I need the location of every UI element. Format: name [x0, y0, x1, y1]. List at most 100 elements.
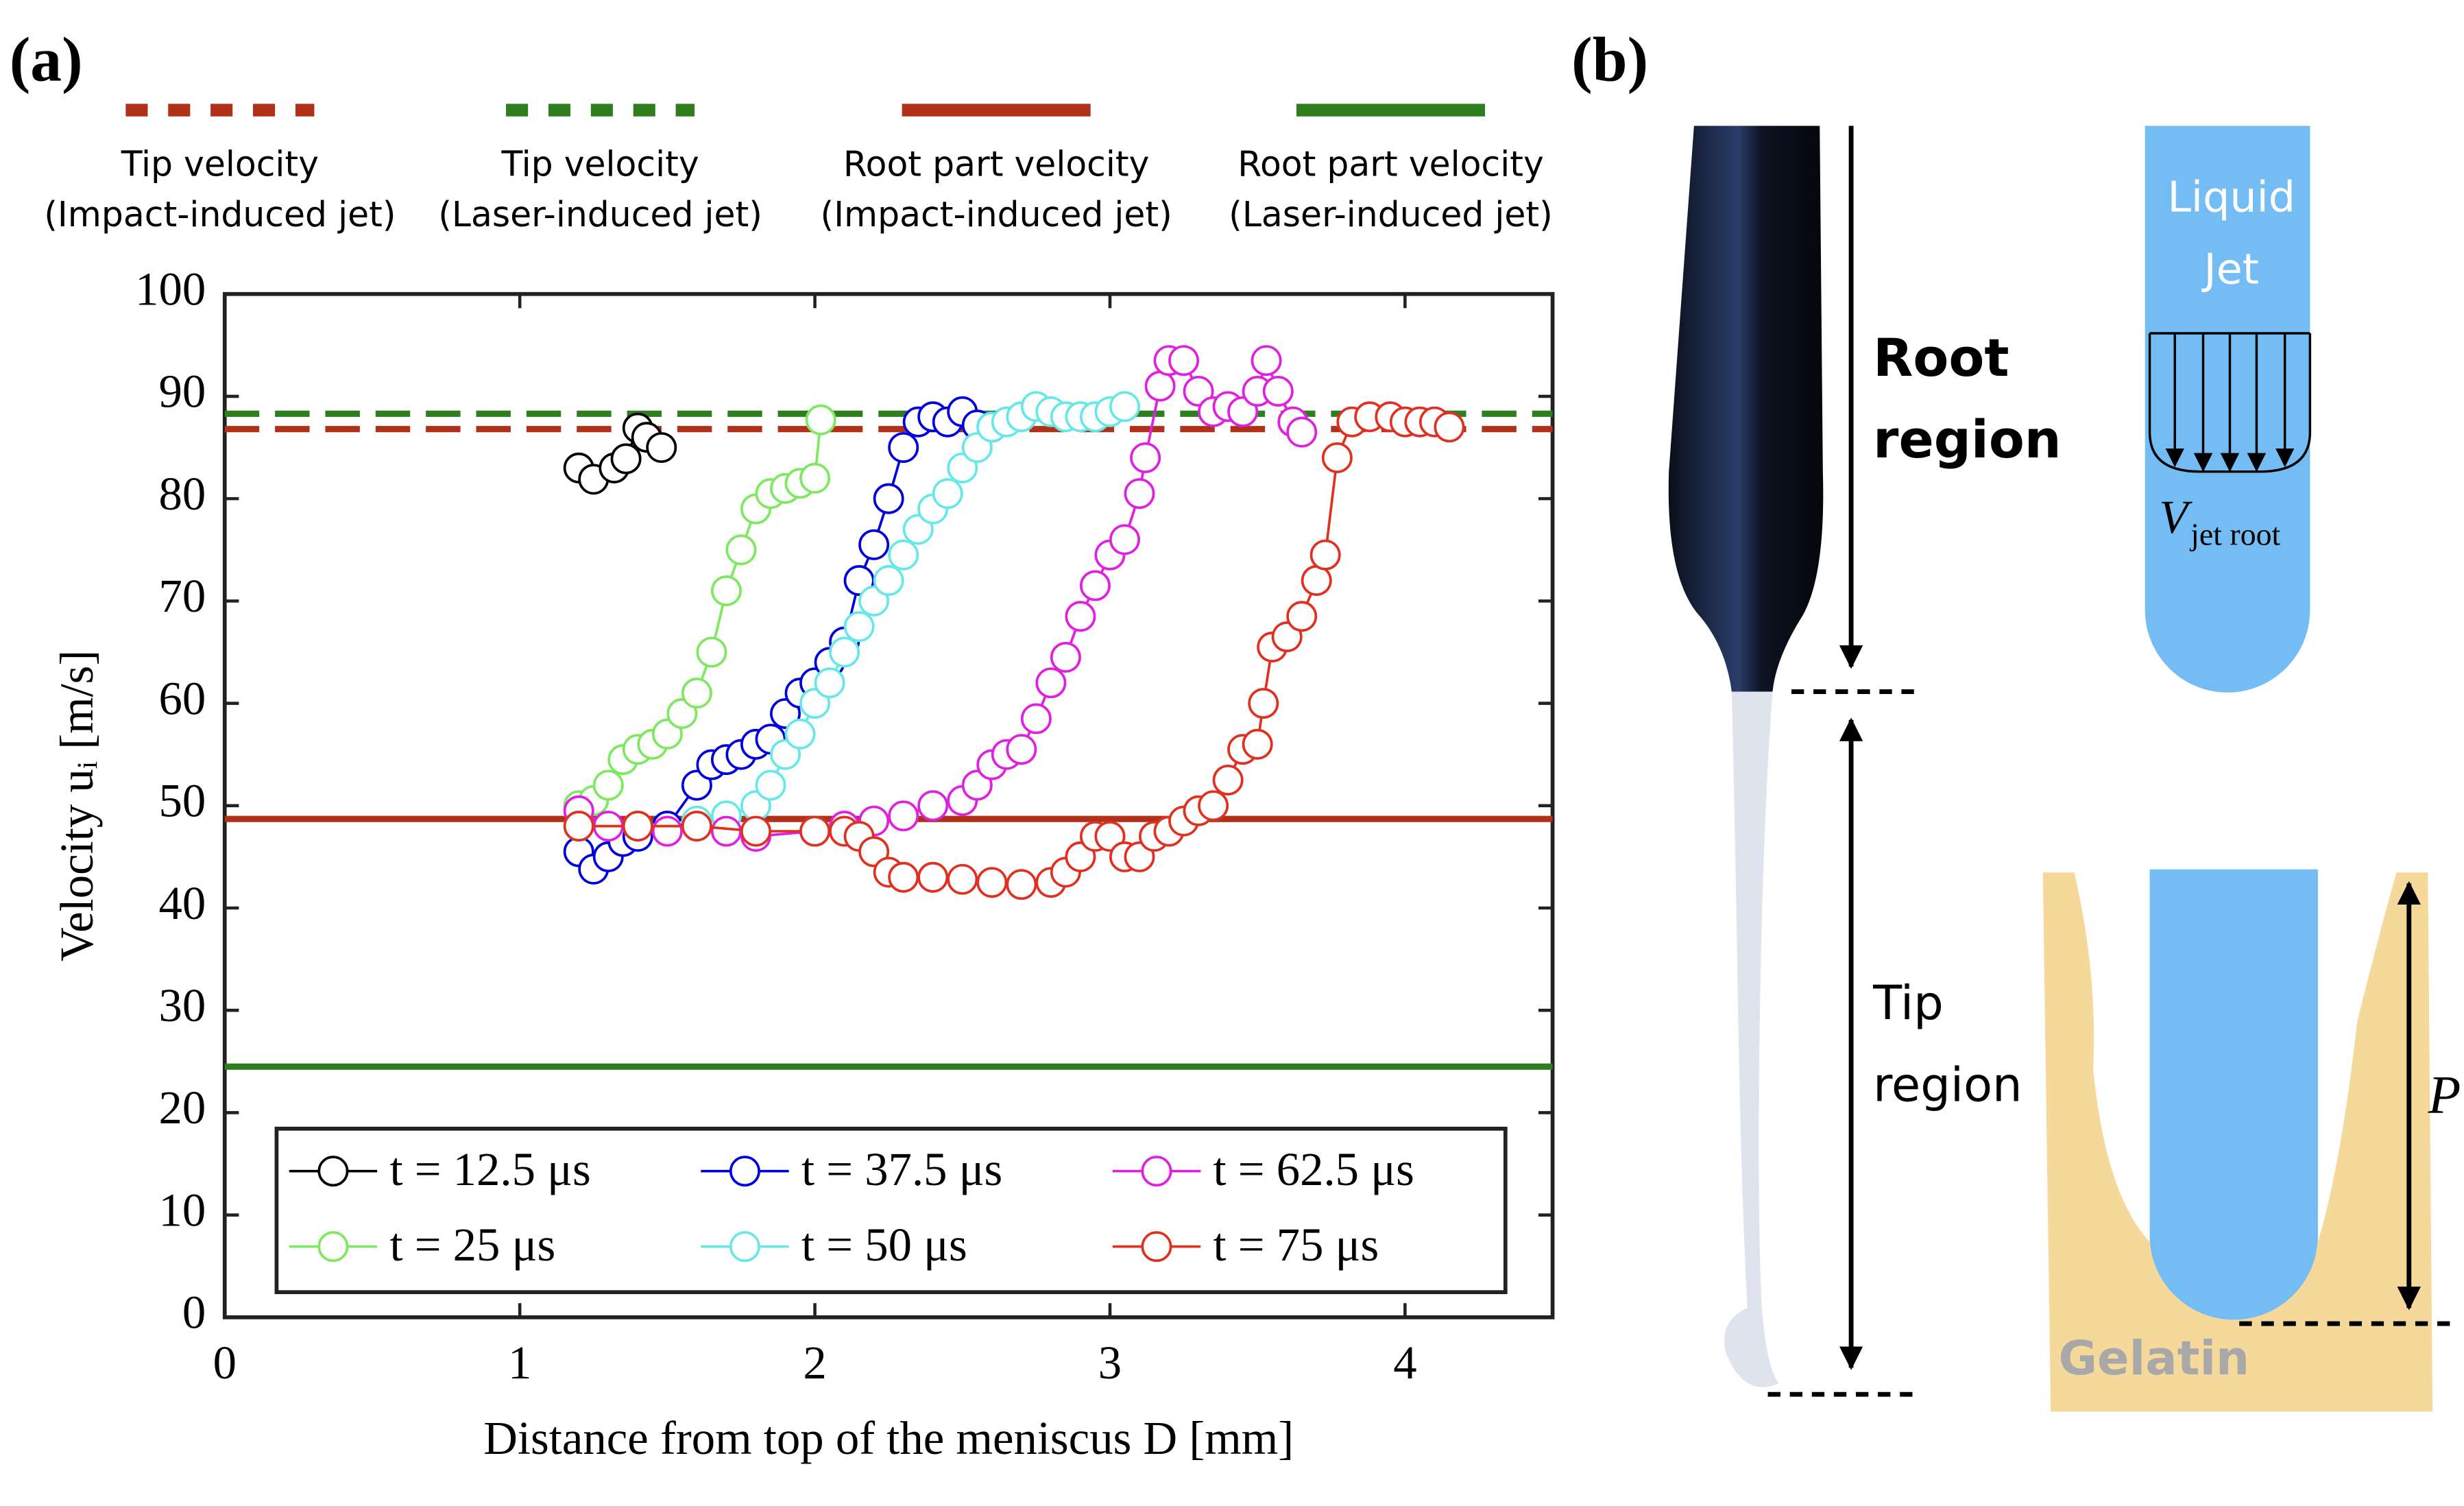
- x-tick-label: 2: [803, 1337, 826, 1389]
- marker: [1248, 688, 1279, 719]
- marker: [799, 815, 831, 847]
- marker: [947, 863, 978, 895]
- marker: [592, 769, 624, 801]
- jet-photo: [1668, 126, 1824, 1387]
- legend-label: Root part velocity: [843, 144, 1150, 184]
- marker: [805, 404, 836, 435]
- marker: [770, 739, 801, 770]
- legend-label: t = 37.5 μs: [801, 1143, 1002, 1195]
- marker: [858, 585, 890, 617]
- marker: [1079, 570, 1111, 601]
- marker: [888, 539, 919, 571]
- marker: [710, 815, 742, 847]
- y-tick-label: 60: [159, 672, 206, 724]
- marker: [888, 861, 919, 893]
- marker: [888, 800, 919, 832]
- marker: [961, 432, 993, 463]
- root-label: region: [1873, 409, 2061, 470]
- marker: [1183, 376, 1214, 407]
- marker: [1065, 841, 1096, 872]
- marker: [1251, 345, 1282, 376]
- marker: [681, 811, 712, 842]
- y-tick-label: 40: [159, 877, 206, 929]
- jet-label: Jet: [2201, 245, 2259, 294]
- marker: [1242, 728, 1273, 760]
- legend-label: t = 62.5 μs: [1213, 1143, 1414, 1195]
- marker: [1006, 734, 1037, 765]
- marker: [961, 769, 993, 801]
- marker: [814, 667, 845, 699]
- legend-label: t = 50 μs: [801, 1219, 967, 1271]
- legend-marker: [1141, 1156, 1172, 1187]
- marker: [1321, 442, 1353, 473]
- marker: [563, 811, 594, 842]
- tip-label: region: [1873, 1057, 2022, 1112]
- root-label: Root: [1873, 328, 2009, 388]
- legend-label: (Laser-induced jet): [1229, 194, 1553, 235]
- marker: [770, 698, 801, 729]
- marker: [1050, 641, 1081, 673]
- marker: [917, 790, 949, 822]
- x-tick-label: 4: [1393, 1337, 1416, 1389]
- marker: [976, 867, 1008, 898]
- legend-label: Tip velocity: [500, 144, 699, 184]
- marker: [1212, 765, 1244, 796]
- legend-label: (Impact-induced jet): [44, 194, 396, 235]
- marker: [873, 565, 904, 596]
- marker: [829, 636, 860, 668]
- velocity-symbol: V: [2159, 491, 2193, 543]
- marker: [784, 718, 816, 750]
- marker: [1286, 416, 1318, 448]
- legend-label: t = 75 μs: [1213, 1219, 1379, 1271]
- marker: [755, 769, 786, 801]
- liquid-jet: [2145, 126, 2310, 693]
- marker: [1035, 667, 1067, 699]
- marker: [873, 483, 904, 514]
- y-tick-label: 100: [135, 263, 206, 315]
- marker: [1227, 396, 1259, 427]
- marker: [1434, 411, 1465, 443]
- marker: [651, 815, 683, 847]
- marker: [681, 678, 712, 709]
- marker: [1262, 376, 1294, 407]
- marker: [1065, 601, 1096, 632]
- legend-marker: [317, 1231, 349, 1263]
- depth-symbol: P: [2428, 1065, 2461, 1124]
- y-tick-label: 10: [159, 1184, 206, 1236]
- marker: [1198, 790, 1229, 822]
- x-tick-label: 3: [1098, 1337, 1122, 1389]
- legend-label: (Impact-induced jet): [821, 194, 1172, 235]
- marker: [858, 836, 890, 868]
- legend-box: [274, 1126, 1508, 1295]
- y-tick-label: 50: [159, 775, 206, 827]
- legend-label: t = 12.5 μs: [389, 1143, 590, 1195]
- y-tick-label: 20: [159, 1081, 206, 1134]
- legend-label: Root part velocity: [1237, 144, 1544, 184]
- marker: [1144, 370, 1176, 402]
- marker: [858, 529, 890, 560]
- tip-label: Tip: [1872, 976, 1944, 1031]
- marker: [1020, 703, 1052, 734]
- gelatin-label: Gelatin: [2059, 1331, 2249, 1386]
- marker: [646, 432, 677, 463]
- x-tick-label: 1: [508, 1337, 531, 1389]
- marker: [1124, 478, 1155, 510]
- x-tick-label: 0: [213, 1337, 237, 1389]
- velocity-profile: [2148, 332, 2312, 473]
- panel-label: (b): [1571, 24, 1648, 94]
- legend-marker: [729, 1231, 760, 1263]
- marker: [681, 769, 712, 801]
- marker: [932, 478, 963, 510]
- marker: [710, 575, 742, 606]
- marker: [696, 636, 727, 668]
- legend-label: (Laser-induced jet): [438, 194, 762, 235]
- legend-marker: [729, 1156, 760, 1187]
- y-tick-label: 90: [159, 366, 206, 418]
- panel-label: (a): [10, 24, 83, 94]
- marker: [651, 718, 683, 750]
- y-tick-label: 30: [159, 979, 206, 1031]
- marker: [1124, 841, 1155, 872]
- marker: [799, 688, 831, 719]
- marker: [622, 811, 653, 842]
